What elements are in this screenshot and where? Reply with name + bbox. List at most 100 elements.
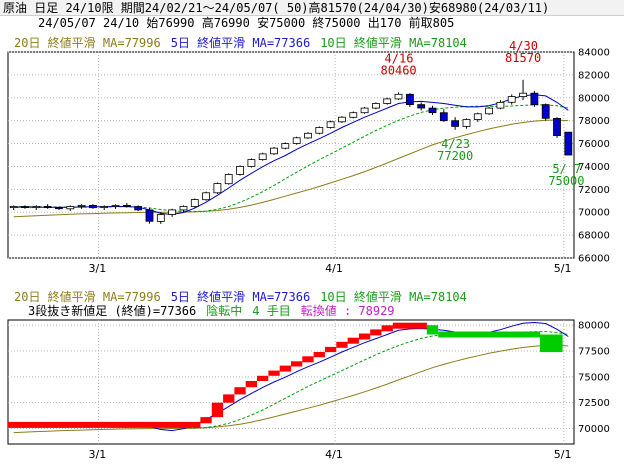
candle-body [111, 204, 120, 207]
candle-body [485, 107, 494, 115]
kagi-block [426, 325, 439, 335]
kagi-block [313, 352, 325, 358]
y-tick-label: 72500 [578, 398, 610, 409]
legend-ma5: 5日 終値平滑 MA=77366 [170, 36, 311, 50]
kagi-block [370, 329, 382, 336]
candle-body [43, 206, 52, 209]
candle-body [473, 113, 482, 120]
bottom-legend-line2: 3段抜き新値足 (終値)=77366 陰転中 4 手目 転換値 : 78929 [28, 304, 405, 318]
candle-body [145, 209, 154, 222]
candle-body [202, 192, 211, 201]
candle-body [236, 165, 245, 175]
x-tick-label: 3/1 [89, 448, 107, 461]
candle-body [315, 127, 324, 134]
annotation-value: 75000 [548, 174, 584, 188]
candle-body [519, 92, 527, 97]
y-tick-label: 82000 [578, 70, 610, 81]
candle-body [270, 147, 278, 155]
plot-frame [7, 319, 575, 445]
legend-ma20: 20日 終値平滑 MA=77996 [14, 36, 161, 50]
candle-body [55, 207, 63, 210]
candle-body [21, 206, 29, 209]
kagi-block [438, 331, 541, 338]
legend2-ma5: 5日 終値平滑 MA=77366 [170, 290, 311, 304]
candle-body [258, 153, 267, 160]
x-tick-label: 5/1 [554, 448, 572, 461]
candle-body [439, 112, 448, 122]
candle-body [179, 206, 188, 211]
candle-body [32, 206, 41, 209]
candle-body [66, 206, 75, 210]
kagi-block [279, 365, 291, 372]
annotation-value: 80460 [381, 64, 417, 78]
legend-ma10: 10日 終値平滑 MA=78104 [320, 36, 467, 50]
candle-body [292, 137, 301, 144]
candle-body [168, 209, 177, 215]
title-bar: 原油 日足 24/10限 期間24/02/21～24/05/07( 50)高81… [0, 0, 624, 16]
annotation-value: 77200 [437, 149, 473, 163]
plot-frame [7, 51, 575, 259]
bottom-axis: 80000 77500 75000 72500 70000 3/1 4/1 5/1 [89, 321, 610, 461]
kagi-block [381, 325, 393, 332]
bottom-kagi [8, 322, 563, 428]
kagi-block [200, 417, 212, 424]
legend2-kagi: 3段抜き新値足 (終値)=77366 [28, 304, 197, 318]
bottom-moving-averages [13, 321, 569, 434]
annotation-value: 81570 [505, 51, 541, 65]
y-tick-label: 66000 [578, 254, 610, 265]
kagi-block [234, 387, 246, 395]
annotation-date: 4/23 [441, 137, 470, 151]
candle-body [349, 112, 358, 118]
kagi-block [291, 361, 303, 367]
ma20-line [13, 344, 569, 434]
candle-body [564, 131, 573, 156]
candle-body [553, 118, 561, 137]
legend2-reversal: 転換値 : 78929 [300, 304, 395, 318]
top-grid [7, 51, 575, 259]
candle-body [337, 116, 346, 123]
y-tick-label: 70000 [578, 208, 610, 219]
top-axis: 84000 82000 80000 78000 76000 74000 72000 70000… [89, 48, 610, 276]
y-tick-label: 68000 [578, 231, 610, 242]
candle-body [394, 93, 403, 100]
candle-body [224, 174, 233, 185]
candle-body [281, 143, 290, 149]
candle-body [9, 206, 18, 209]
candle-body [77, 204, 86, 207]
candle-body [190, 199, 199, 207]
top-candles [9, 79, 573, 224]
y-tick-label: 76000 [578, 139, 610, 150]
candle-body [156, 214, 165, 222]
top-legend: 20日 終値平滑 MA=77996 5日 終値平滑 MA=77366 10日 終値平… [14, 36, 477, 50]
annotation-date: 4/16 [385, 52, 414, 66]
kagi-block [540, 334, 563, 353]
candle-body [89, 204, 97, 209]
legend2-step: 4 手目 [252, 304, 291, 318]
candle-body [371, 103, 380, 109]
y-tick-label: 75000 [578, 372, 610, 383]
candle-body [496, 102, 505, 109]
candle-body [213, 183, 222, 194]
candle-body [507, 96, 516, 103]
kagi-block [302, 356, 314, 363]
ma10-line [13, 331, 569, 429]
kagi-block [358, 333, 371, 340]
candle-body [530, 92, 539, 105]
y-tick-label: 80000 [578, 93, 610, 104]
candle-body [247, 159, 256, 167]
candle-body [383, 98, 392, 104]
info-text: 24/05/07 24/10 始76990 高76990 安75000 終750… [38, 16, 455, 30]
title-text: 原油 日足 24/10限 期間24/02/21～24/05/07( 50)高81… [3, 1, 550, 15]
candle-body [326, 121, 335, 128]
y-tick-label: 72000 [578, 185, 610, 196]
candle-body [451, 120, 460, 127]
kagi-block [336, 341, 348, 348]
x-tick-label: 3/1 [89, 262, 107, 275]
kagi-block [325, 346, 337, 353]
candle-body [123, 204, 131, 207]
kagi-block [392, 322, 427, 329]
kagi-block [8, 421, 201, 428]
kagi-block [347, 337, 359, 344]
